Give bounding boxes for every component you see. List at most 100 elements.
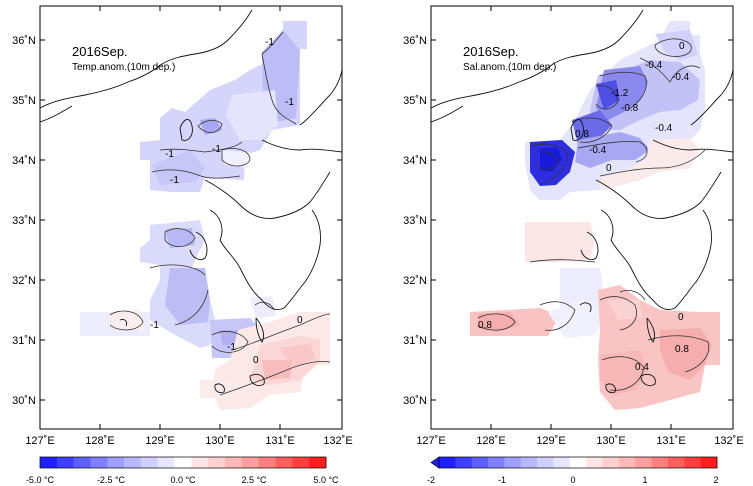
x-tick-label: 127˚E: [25, 435, 54, 447]
y-tick-label: 34˚N: [12, 155, 36, 167]
temp-anomaly-field: [80, 21, 330, 410]
salinity-panel-title: 2016Sep.: [463, 44, 519, 59]
temp-contours: [109, 31, 331, 396]
colorbar-swatch: [569, 457, 587, 468]
colorbar-swatch: [684, 457, 701, 468]
colorbar-label: -2: [427, 475, 435, 485]
colorbar-low-arrow: [430, 456, 440, 469]
colorbar-swatch: [73, 457, 91, 468]
colorbar-swatch: [651, 457, 669, 468]
colorbar-label: 2: [713, 475, 718, 485]
temp-contour-labels: -1 -1 -1 -1 -1 -1 0 0 -1: [150, 37, 303, 366]
contour-label: 0: [253, 355, 259, 366]
colorbar-swatch: [140, 457, 159, 468]
colorbar-swatch: [439, 457, 456, 468]
contour-label: -0.4: [645, 60, 663, 71]
y-tick-label: 36˚N: [403, 35, 427, 47]
temp-y-axis: 36˚N 35˚N 34˚N 33˚N 32˚N 31˚N 30˚N: [12, 35, 342, 407]
colorbar-swatch: [504, 457, 522, 468]
y-tick-label: 33˚N: [12, 215, 36, 227]
x-tick-label: 128˚E: [85, 435, 114, 447]
salinity-colorbar-frame: [438, 456, 718, 469]
colorbar-swatch: [553, 457, 571, 468]
colorbar-label: 0: [570, 475, 575, 485]
colorbar-swatch: [90, 457, 108, 468]
salinity-colorbar-swatches: [439, 457, 718, 468]
coastline: [40, 9, 342, 394]
colorbar-swatch: [618, 457, 636, 468]
salinity-y-axis: 36˚N 35˚N 34˚N 33˚N 32˚N 31˚N 30˚N: [403, 35, 733, 407]
colorbar-swatch: [174, 457, 192, 468]
contour-label: -1: [212, 144, 221, 155]
contour-label: -0.4: [589, 145, 607, 156]
salinity-map-frame: [430, 5, 734, 430]
contour-label: -0.4: [672, 72, 690, 83]
colorbar-label: 1: [642, 475, 647, 485]
y-tick-label: 30˚N: [403, 395, 427, 407]
y-tick-label: 33˚N: [403, 215, 427, 227]
contour-label: -1.2: [611, 88, 629, 99]
y-tick-label: 30˚N: [12, 395, 36, 407]
colorbar-label: -5.0 °C: [26, 475, 55, 485]
colorbar-swatch: [471, 457, 489, 468]
x-tick-label: 132˚E: [323, 435, 352, 447]
colorbar-swatch: [455, 457, 472, 468]
colorbar-swatch: [157, 457, 175, 468]
temp-map-panel: -1 -1 -1 -1 -1 -1 0 0 -1: [12, 5, 353, 485]
contour-label: 0.4: [635, 362, 649, 373]
temp-panel-subtitle: Temp.anom.(10m dep.): [72, 62, 175, 73]
temp-panel-title: 2016Sep.: [72, 44, 128, 59]
contour-label: -1: [170, 175, 179, 186]
colorbar-swatch: [309, 457, 327, 468]
contour-label: 0: [678, 312, 684, 323]
colorbar-swatch: [667, 457, 685, 468]
contour-label: 0.8: [575, 129, 589, 140]
coastline: [431, 9, 733, 394]
temp-colorbar: -5.0 °C -2.5 °C 0.0 °C 2.5 °C 5.0 °C: [26, 456, 339, 485]
contour-label: -1: [165, 149, 174, 160]
x-tick-label: 127˚E: [416, 435, 445, 447]
contour-label: -0.4: [655, 123, 673, 134]
colorbar-swatch: [635, 457, 652, 468]
contour-label: 0.8: [478, 320, 492, 331]
y-tick-label: 35˚N: [12, 95, 36, 107]
x-tick-label: 131˚E: [265, 435, 294, 447]
colorbar-swatch: [700, 457, 718, 468]
contour-label: 0.8: [675, 344, 689, 355]
colorbar-label: 5.0 °C: [313, 475, 339, 485]
temp-colorbar-swatches: [40, 457, 327, 468]
x-tick-label: 130˚E: [205, 435, 234, 447]
colorbar-label: 0.0 °C: [170, 475, 196, 485]
colorbar-swatch: [107, 457, 125, 468]
colorbar-swatch: [241, 457, 259, 468]
y-tick-label: 32˚N: [12, 275, 36, 287]
x-tick-label: 132˚E: [714, 435, 743, 447]
colorbar-swatch: [208, 457, 226, 468]
colorbar-swatch: [586, 457, 603, 468]
contour-label: -1: [285, 97, 294, 108]
salinity-contour-labels: 0 -0.4 -0.4 -1.2 -0.8 0.8 -0.4 0 -0.4 0.…: [478, 41, 690, 373]
salinity-contours: [477, 38, 710, 391]
contour-label: 0: [297, 315, 303, 326]
colorbar-swatch: [124, 457, 142, 468]
colorbar-swatch: [275, 457, 293, 468]
contour-label: 0: [606, 163, 612, 174]
contour-label: -0.8: [621, 103, 639, 114]
y-tick-label: 31˚N: [12, 335, 36, 347]
colorbar-swatch: [40, 457, 58, 468]
x-tick-label: 131˚E: [656, 435, 685, 447]
colorbar-swatch: [292, 457, 310, 468]
y-tick-label: 36˚N: [12, 35, 36, 47]
contour-label: -1: [227, 342, 236, 353]
salinity-x-axis: 127˚E 128˚E 129˚E 130˚E 131˚E 132˚E: [416, 6, 744, 447]
colorbar-label: -2.5 °C: [97, 475, 126, 485]
contour-label: 0: [679, 41, 685, 52]
colorbar-label: 2.5 °C: [241, 475, 267, 485]
y-tick-label: 31˚N: [403, 335, 427, 347]
colorbar-swatch: [520, 457, 538, 468]
salinity-colorbar: -2 -1 0 1 2: [427, 456, 719, 485]
contour-label: -1: [150, 320, 159, 331]
x-tick-label: 130˚E: [596, 435, 625, 447]
colorbar-swatch: [56, 457, 74, 468]
